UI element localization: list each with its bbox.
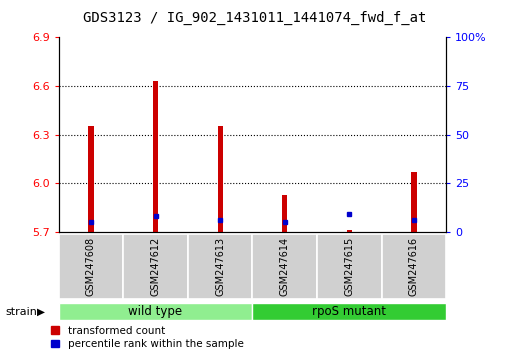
FancyBboxPatch shape bbox=[252, 303, 445, 320]
FancyBboxPatch shape bbox=[381, 234, 445, 299]
Text: GSM247615: GSM247615 bbox=[344, 237, 354, 296]
FancyBboxPatch shape bbox=[59, 234, 123, 299]
Text: strain: strain bbox=[5, 307, 37, 316]
Bar bbox=[153, 81, 158, 232]
Text: wild type: wild type bbox=[128, 305, 182, 318]
Legend: transformed count, percentile rank within the sample: transformed count, percentile rank withi… bbox=[51, 326, 243, 349]
Text: rpoS mutant: rpoS mutant bbox=[312, 305, 386, 318]
Text: GSM247614: GSM247614 bbox=[279, 237, 289, 296]
Text: GSM247613: GSM247613 bbox=[215, 237, 224, 296]
Text: ▶: ▶ bbox=[37, 307, 45, 316]
Bar bbox=[88, 126, 93, 232]
Bar bbox=[217, 126, 222, 232]
Bar bbox=[281, 195, 287, 232]
Text: GSM247612: GSM247612 bbox=[150, 237, 160, 296]
Text: GSM247616: GSM247616 bbox=[408, 237, 418, 296]
FancyBboxPatch shape bbox=[252, 234, 317, 299]
Text: GSM247608: GSM247608 bbox=[86, 237, 96, 296]
Text: GDS3123 / IG_902_1431011_1441074_fwd_f_at: GDS3123 / IG_902_1431011_1441074_fwd_f_a… bbox=[83, 11, 426, 25]
FancyBboxPatch shape bbox=[59, 303, 252, 320]
Bar bbox=[411, 172, 416, 232]
FancyBboxPatch shape bbox=[187, 234, 252, 299]
FancyBboxPatch shape bbox=[317, 234, 381, 299]
Bar bbox=[346, 230, 351, 232]
FancyBboxPatch shape bbox=[123, 234, 187, 299]
